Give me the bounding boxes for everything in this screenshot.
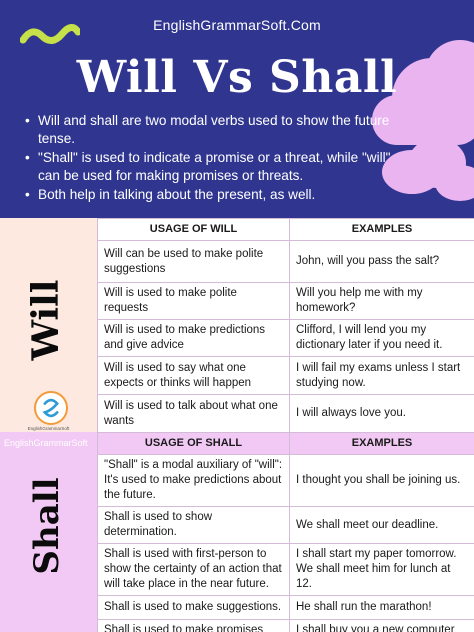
table-header-row: USAGE OF SHALL EXAMPLES xyxy=(97,432,474,455)
example-cell: Clifford, I will lend you my dictionary … xyxy=(289,319,474,357)
shall-usage-table: USAGE OF SHALL EXAMPLES "Shall" is a mod… xyxy=(97,432,474,632)
will-usage-table: USAGE OF WILL EXAMPLES Will can be used … xyxy=(97,218,474,433)
cloud-decoration xyxy=(435,165,474,201)
table-row: Shall is used to make promises voluntari… xyxy=(97,619,474,632)
example-cell: I shall buy you a new computer for your … xyxy=(289,619,474,632)
bullet-item: Will and shall are two modal verbs used … xyxy=(25,112,415,148)
usage-cell: Shall is used to make promises voluntari… xyxy=(97,619,290,632)
side-brand-text: EnglishGrammarSoft xyxy=(4,438,88,448)
table-row: Will is used to make polite requests Wil… xyxy=(97,282,474,320)
column-header: EXAMPLES xyxy=(289,432,474,455)
intro-bullets: Will and shall are two modal verbs used … xyxy=(25,112,415,205)
table-row: Will is used to make predictions and giv… xyxy=(97,319,474,357)
table-row: Shall is used to show determination. We … xyxy=(97,506,474,544)
example-cell: John, will you pass the salt? xyxy=(289,240,474,283)
usage-cell: Will is used to say what one expects or … xyxy=(97,356,290,395)
column-header: USAGE OF SHALL xyxy=(97,432,290,455)
will-vertical-label: Will xyxy=(25,279,67,361)
bullet-item: Both help in talking about the present, … xyxy=(25,186,415,204)
table-row: Will is used to talk about what one want… xyxy=(97,394,474,433)
brand-logo-icon xyxy=(34,391,68,425)
column-header: EXAMPLES xyxy=(289,218,474,241)
example-cell: He shall run the marathon! xyxy=(289,595,474,620)
column-header: USAGE OF WILL xyxy=(97,218,290,241)
table-row: Shall is used to make suggestions. He sh… xyxy=(97,595,474,620)
shall-vertical-label: Shall xyxy=(27,477,67,575)
example-cell: We shall meet our deadline. xyxy=(289,506,474,544)
usage-cell: Will is used to talk about what one want… xyxy=(97,394,290,433)
wave-icon xyxy=(20,24,80,44)
example-cell: I will fail my exams unless I start stud… xyxy=(289,356,474,395)
table-header-row: USAGE OF WILL EXAMPLES xyxy=(97,218,474,241)
usage-cell: Will is used to make polite requests xyxy=(97,282,290,320)
table-row: "Shall" is a modal auxiliary of "will": … xyxy=(97,454,474,507)
usage-cell: "Shall" is a modal auxiliary of "will": … xyxy=(97,454,290,507)
shall-side-panel xyxy=(0,432,97,632)
table-row: Will is used to say what one expects or … xyxy=(97,356,474,395)
usage-cell: Shall is used to show determination. xyxy=(97,506,290,544)
example-cell: I thought you shall be joining us. xyxy=(289,454,474,507)
usage-cell: Will is used to make predictions and giv… xyxy=(97,319,290,357)
usage-cell: Shall is used with first-person to show … xyxy=(97,543,290,596)
example-cell: Will you help me with my homework? xyxy=(289,282,474,320)
example-cell: I shall start my paper tomorrow. We shal… xyxy=(289,543,474,596)
page-title: Will Vs Shall xyxy=(76,52,398,103)
header-banner: EnglishGrammarSoft.Com Will Vs Shall Wil… xyxy=(0,0,474,218)
table-row: Will can be used to make polite suggesti… xyxy=(97,240,474,283)
bullet-item: "Shall" is used to indicate a promise or… xyxy=(25,149,415,185)
site-name: EnglishGrammarSoft.Com xyxy=(153,17,321,33)
table-row: Shall is used with first-person to show … xyxy=(97,543,474,596)
usage-cell: Will can be used to make polite suggesti… xyxy=(97,240,290,283)
logo-caption: EnglishGrammarSoft xyxy=(27,426,70,431)
example-cell: I will always love you. xyxy=(289,394,474,433)
usage-cell: Shall is used to make suggestions. xyxy=(97,595,290,620)
